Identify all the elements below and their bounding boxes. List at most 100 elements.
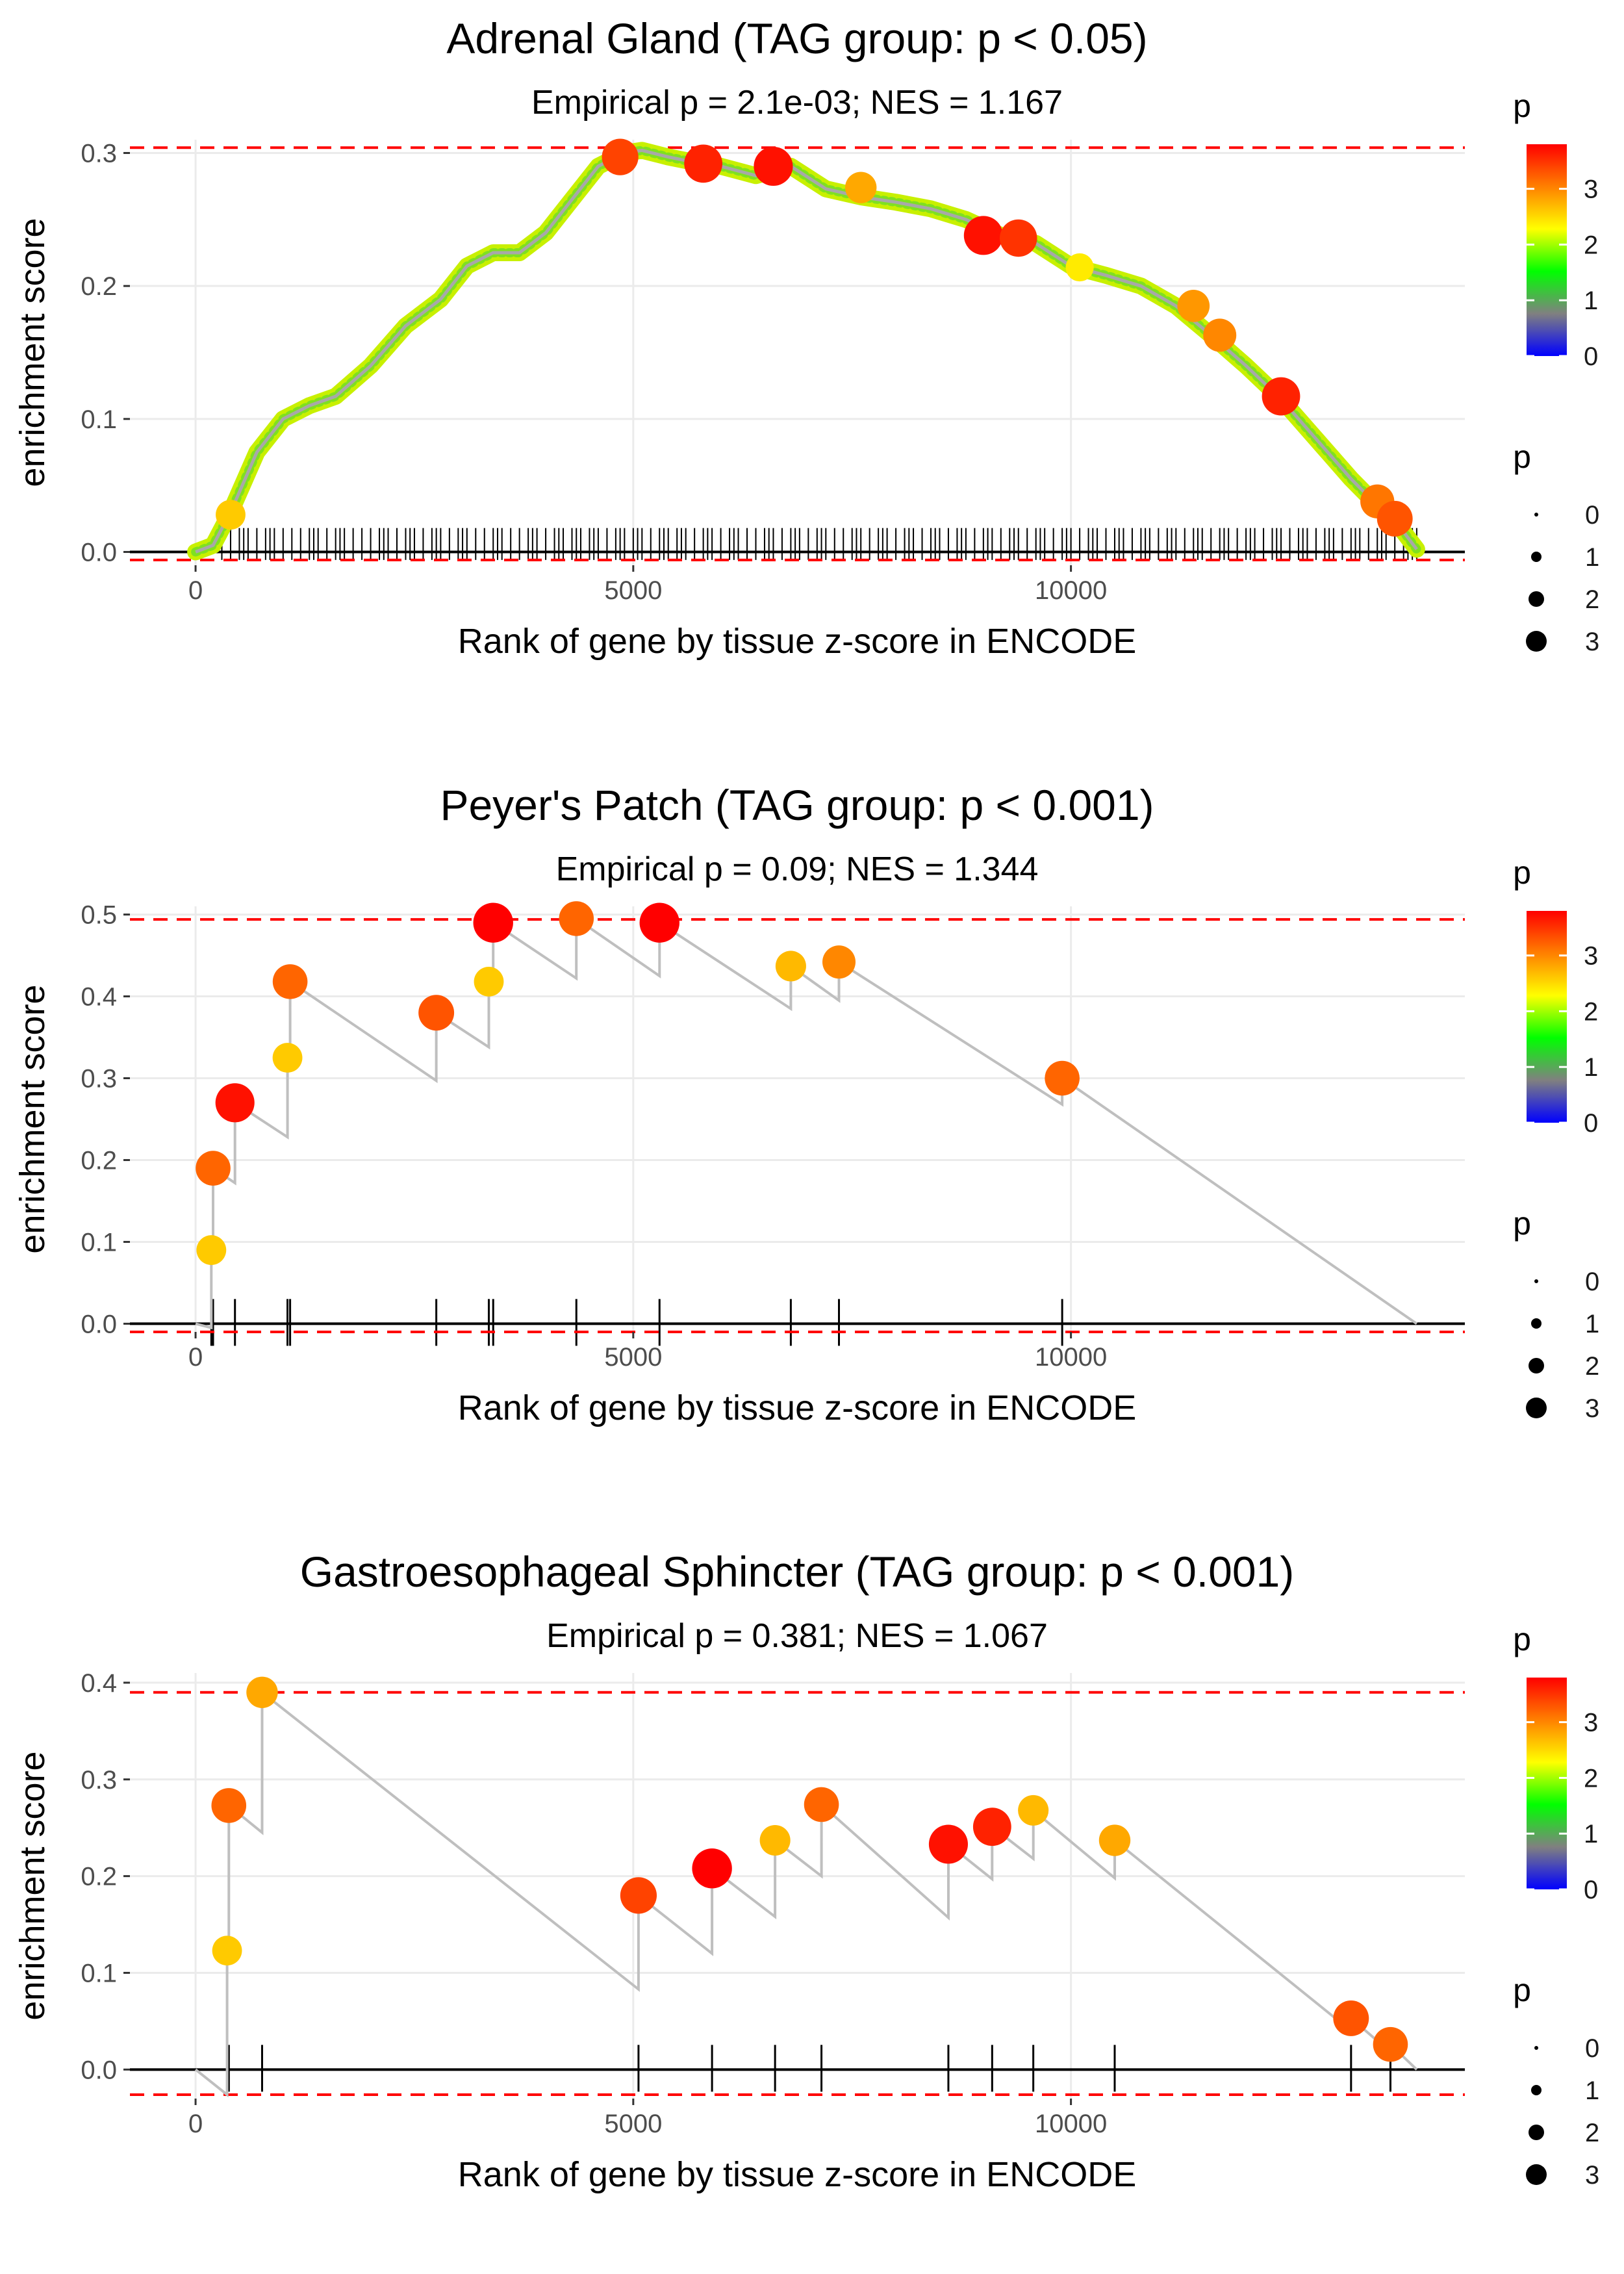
data-point	[844, 172, 877, 203]
data-point	[1262, 377, 1300, 416]
size-legend-dot	[1531, 1318, 1542, 1329]
y-tick-label: 0.1	[81, 405, 117, 434]
chart-title: Adrenal Gland (TAG group: p < 0.05)	[446, 14, 1147, 62]
size-legend-dot	[1529, 1358, 1544, 1373]
y-tick-label: 0.3	[81, 1766, 117, 1795]
y-tick-label: 0.4	[81, 1669, 117, 1698]
chart-panel-1: Adrenal Gland (TAG group: p < 0.05) Empir…	[13, 14, 1599, 661]
data-point	[759, 1824, 791, 1856]
chart-subtitle: Empirical p = 2.1e-03; NES = 1.167	[531, 84, 1063, 121]
chart-subtitle: Empirical p = 0.09; NES = 1.344	[556, 850, 1039, 888]
color-legend-title: p	[1513, 854, 1531, 891]
color-bar-label: 2	[1584, 231, 1598, 259]
size-legend-dot	[1526, 1398, 1547, 1418]
size-legend-label: 2	[1585, 1352, 1599, 1381]
x-tick-label: 0	[188, 2110, 203, 2138]
data-point	[216, 500, 246, 530]
size-legend-label: 0	[1585, 1268, 1599, 1296]
y-tick-label: 0.1	[81, 1959, 117, 1987]
size-legend-label: 1	[1585, 543, 1599, 572]
color-legend-title: p	[1513, 1621, 1531, 1657]
size-legend-label: 3	[1585, 628, 1599, 656]
color-bar	[1527, 911, 1567, 1123]
size-legend-label: 2	[1585, 2119, 1599, 2147]
color-bar-label: 3	[1584, 1709, 1598, 1737]
data-point	[754, 146, 793, 186]
y-tick-label: 0.3	[81, 1065, 117, 1093]
data-point	[972, 1808, 1011, 1846]
chart-title: Gastroesophageal Sphincter (TAG group: p…	[300, 1548, 1295, 1596]
chart-title: Peyer's Patch (TAG group: p < 0.001)	[440, 781, 1154, 829]
y-tick-label: 0.2	[81, 1146, 117, 1175]
data-point	[775, 951, 806, 982]
x-tick-label: 5000	[604, 2110, 662, 2138]
data-point	[559, 901, 594, 936]
chart-panel-3: Gastroesophageal Sphincter (TAG group: p…	[13, 1548, 1599, 2194]
color-bar-label: 3	[1584, 942, 1598, 971]
data-point	[684, 144, 723, 183]
size-legend-dot	[1526, 631, 1547, 652]
y-tick-label: 0.0	[81, 539, 117, 567]
y-axis-title: enrichment score	[13, 984, 52, 1253]
x-axis-title: Rank of gene by tissue z-score in ENCODE	[458, 622, 1136, 661]
data-point	[1065, 253, 1094, 282]
enrichment-curve-points	[191, 146, 1421, 557]
data-point	[804, 1787, 839, 1822]
data-point	[196, 1235, 227, 1265]
data-point	[1177, 290, 1210, 322]
data-point	[272, 964, 308, 999]
color-bar-label: 2	[1584, 997, 1598, 1026]
size-legend-dot	[1531, 2085, 1542, 2095]
color-bar-label: 2	[1584, 1764, 1598, 1793]
y-tick-label: 0.0	[81, 2056, 117, 2084]
size-legend-title: p	[1513, 1972, 1531, 2008]
data-point	[1333, 2000, 1369, 2036]
legend-panel-3: p 0 1 2 3 p 0 1 2 3	[1513, 1621, 1599, 2190]
x-tick-label: 0	[188, 1343, 203, 1372]
x-axis-title: Rank of gene by tissue z-score in ENCODE	[458, 1388, 1136, 1427]
size-legend-label: 3	[1585, 1394, 1599, 1423]
color-bar-label: 1	[1584, 1820, 1598, 1848]
legend-panel-1: p 0 1 2 3 p 0 1 2 3	[1513, 88, 1599, 656]
x-tick-label: 10000	[1035, 1343, 1107, 1372]
y-tick-label: 0.0	[81, 1310, 117, 1338]
size-legend-label: 0	[1585, 2034, 1599, 2063]
size-legend-dot	[1534, 1279, 1538, 1283]
color-bar-label: 3	[1584, 175, 1598, 204]
y-axis-title: enrichment score	[13, 1751, 52, 2020]
data-point	[928, 1824, 969, 1864]
x-tick-label: 10000	[1035, 576, 1107, 605]
data-point	[1203, 318, 1237, 352]
color-legend-title: p	[1513, 88, 1531, 124]
y-tick-label: 0.1	[81, 1228, 117, 1257]
data-point	[246, 1676, 278, 1708]
size-legend-title: p	[1513, 1205, 1531, 1242]
color-bar-label: 0	[1584, 342, 1598, 371]
data-point	[1000, 219, 1037, 257]
data-point	[1018, 1795, 1049, 1826]
data-point	[474, 966, 504, 997]
y-tick-label: 0.4	[81, 983, 117, 1012]
data-point	[692, 1848, 732, 1889]
data-point	[1098, 1824, 1131, 1856]
color-bar-label: 0	[1584, 1876, 1598, 1904]
data-point	[196, 1151, 231, 1186]
size-legend-label: 1	[1585, 2076, 1599, 2105]
x-tick-label: 5000	[604, 576, 662, 605]
color-bar	[1527, 1678, 1567, 1889]
x-axis-title: Rank of gene by tissue z-score in ENCODE	[458, 2155, 1136, 2194]
size-legend-title: p	[1513, 439, 1531, 475]
color-bar-label: 1	[1584, 287, 1598, 315]
size-legend-label: 3	[1585, 2161, 1599, 2190]
chart-panel-2: Peyer's Patch (TAG group: p < 0.001) Empi…	[13, 781, 1599, 1427]
data-point	[1373, 2026, 1408, 2062]
size-legend-dot	[1529, 2125, 1544, 2140]
size-legend-dot	[1531, 552, 1542, 562]
chart-subtitle: Empirical p = 0.381; NES = 1.067	[546, 1617, 1048, 1655]
data-point	[822, 945, 856, 979]
color-bar-label: 0	[1584, 1109, 1598, 1138]
data-point	[1377, 500, 1413, 537]
data-point	[963, 216, 1003, 255]
color-bar-label: 1	[1584, 1053, 1598, 1082]
